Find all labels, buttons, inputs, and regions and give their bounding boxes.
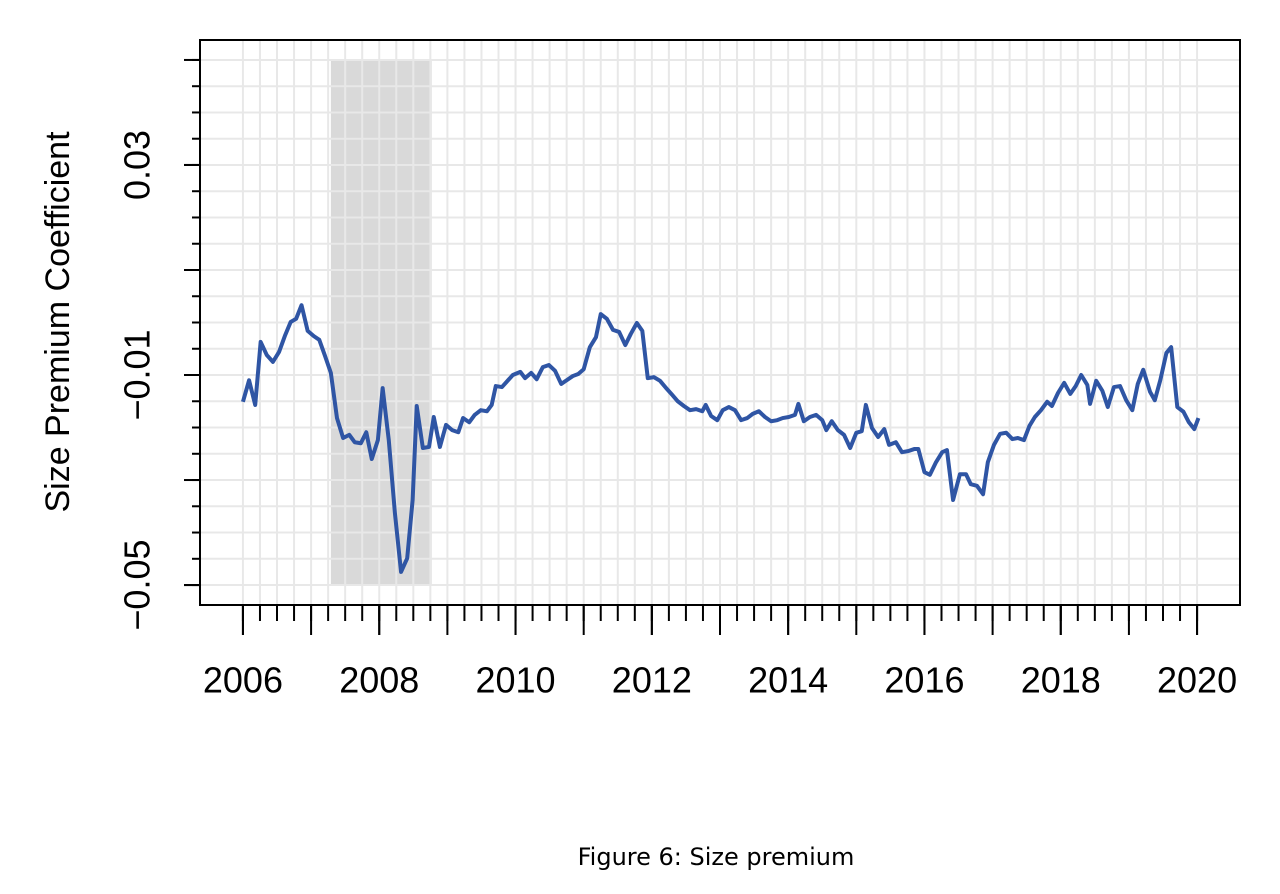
x-tick-label: 2016 <box>884 660 964 701</box>
x-tick-label: 2008 <box>339 660 419 701</box>
x-tick-label: 2014 <box>748 660 828 701</box>
line-series <box>241 303 1201 574</box>
x-tick-label: 2012 <box>612 660 692 701</box>
y-axis-label: Size Premium Coefficient <box>39 131 77 513</box>
y-tick-label: −0.01 <box>117 329 158 420</box>
caption: Figure 6: Size premium <box>578 843 855 871</box>
x-tick-label: 2020 <box>1157 660 1237 701</box>
x-tick-label: 2018 <box>1021 660 1101 701</box>
y-tick-label: −0.05 <box>117 539 158 630</box>
y-tick-label: 0.03 <box>117 130 158 200</box>
x-tick-label: 2010 <box>475 660 555 701</box>
x-tick-label: 2006 <box>203 660 283 701</box>
